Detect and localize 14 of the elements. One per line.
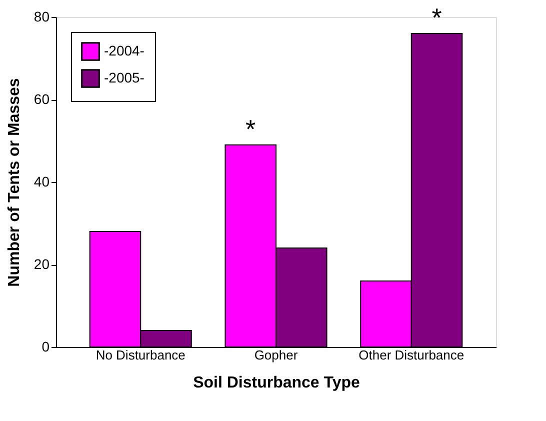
y-tick-label: 0 (42, 338, 50, 354)
y-tick-label: 60 (34, 91, 50, 107)
x-tick-label: Gopher (254, 348, 298, 362)
y-tick-label: 80 (34, 8, 50, 24)
annotation: * (432, 2, 442, 32)
y-tick-label: 20 (34, 256, 50, 272)
x-tick-label: No Disturbance (96, 348, 186, 362)
y-axis-title: Number of Tents or Masses (6, 78, 23, 287)
legend-label: -2005- (104, 70, 145, 86)
legend-label: -2004- (104, 42, 145, 58)
y-tick-label: 40 (34, 174, 50, 190)
x-tick-label: Other Disturbance (358, 348, 464, 362)
annotation: * (246, 114, 256, 144)
x-axis-title: Soil Disturbance Type (193, 374, 360, 392)
